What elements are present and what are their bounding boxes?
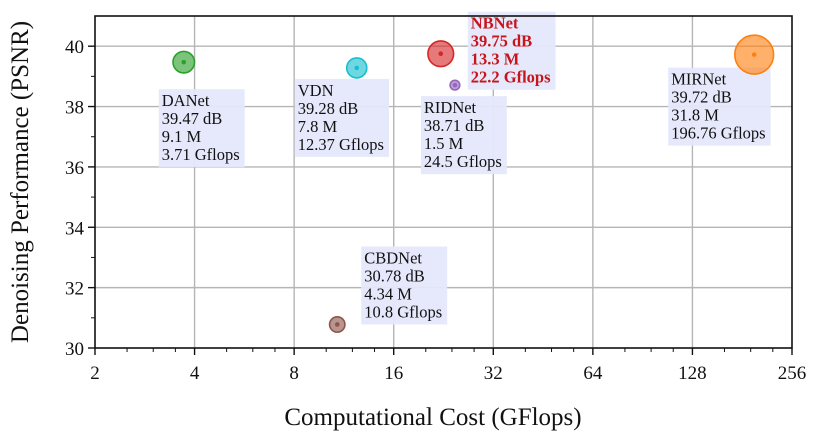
annotation-line: DANet xyxy=(162,91,210,110)
annotation-line: NBNet xyxy=(471,14,519,33)
annotation-box xyxy=(668,67,771,146)
annotation-line: 7.8 M xyxy=(298,117,338,136)
x-tick-label: 4 xyxy=(190,363,200,384)
annotation-line: 22.2 Gflops xyxy=(471,68,551,87)
x-tick-label: 64 xyxy=(583,363,603,384)
point-center-nbnet xyxy=(438,51,444,57)
data-points xyxy=(172,34,775,333)
annotation-line: 4.34 M xyxy=(364,284,412,303)
y-tick-label: 30 xyxy=(65,339,84,360)
x-tick-label: 8 xyxy=(289,363,299,384)
x-tick-label: 16 xyxy=(384,363,403,384)
point-center-vdn xyxy=(354,65,360,71)
annotation-line: 38.71 dB xyxy=(424,116,485,135)
point-center-danet xyxy=(181,59,187,65)
y-tick-label: 38 xyxy=(65,98,84,119)
annotation-line: 24.5 Gflops xyxy=(424,152,502,171)
annotation-line: 39.75 dB xyxy=(471,32,532,51)
x-tick-label: 32 xyxy=(484,363,503,384)
annotation-line: 12.37 Gflops xyxy=(298,135,384,154)
annotation-line: 9.1 M xyxy=(162,127,202,146)
annotation-line: VDN xyxy=(298,81,334,100)
annotation-box xyxy=(467,11,556,90)
annotation-box xyxy=(361,246,448,325)
annotation-line: 31.8 M xyxy=(671,106,719,125)
point-center-cbdnet xyxy=(334,322,340,327)
x-tick-label: 256 xyxy=(778,363,807,384)
annotation-box xyxy=(158,89,245,168)
annotation-line: 13.3 M xyxy=(471,50,520,69)
annotation-line: 1.5 M xyxy=(424,134,464,153)
annotation-box xyxy=(294,78,389,157)
y-tick-label: 32 xyxy=(65,279,84,300)
axis-ticks xyxy=(88,45,793,355)
annotation-line: 39.28 dB xyxy=(298,99,359,118)
annotation-line: MIRNet xyxy=(671,70,726,89)
x-tick-label: 128 xyxy=(678,363,707,384)
y-tick-label: 36 xyxy=(65,158,84,179)
plot-frame xyxy=(94,15,793,349)
point-center-mirnet xyxy=(751,52,757,57)
point-center-ridnet xyxy=(452,82,458,88)
y-tick-label: 40 xyxy=(65,37,84,58)
annotation-line: 196.76 Gflops xyxy=(671,124,765,143)
annotation-line: 30.78 dB xyxy=(364,266,425,285)
y-axis-label: Denoising Performance (PSNR) xyxy=(7,21,34,343)
annotation-line: RIDNet xyxy=(424,98,477,117)
annotation-line: 39.47 dB xyxy=(162,109,223,128)
annotation-line: CBDNet xyxy=(364,248,422,267)
y-tick-label: 34 xyxy=(65,218,85,239)
annotation-box xyxy=(420,96,507,175)
annotation-line: 39.72 dB xyxy=(671,88,732,107)
x-tick-label: 2 xyxy=(90,363,100,384)
annotation-line: 3.71 Gflops xyxy=(162,145,240,164)
annotation-line: 10.8 Gflops xyxy=(364,302,442,321)
tick-labels: 2 4 8 16 32 64 128 256 30 32 34 36 38 40 xyxy=(65,37,806,384)
x-axis-label: Computational Cost (GFlops) xyxy=(284,404,581,431)
